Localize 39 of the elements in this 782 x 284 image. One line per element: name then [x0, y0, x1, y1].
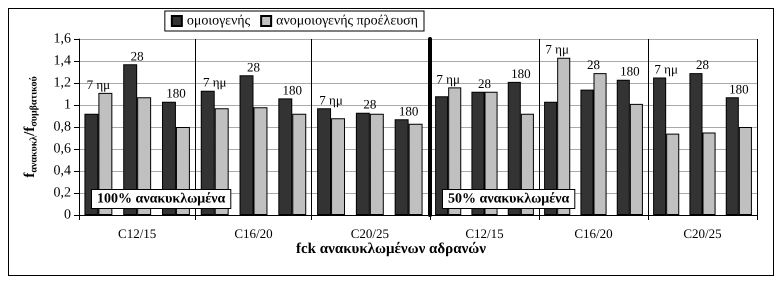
annotation: 180	[729, 81, 749, 96]
annotation: 180	[282, 82, 302, 98]
annotation: 180	[166, 86, 186, 101]
x-tick-label: C20/25	[350, 226, 389, 241]
legend-label: ανομοιογενής προέλευση	[276, 14, 418, 28]
y-tick-label: 0,4	[54, 164, 71, 178]
x-tick-label: C20/25	[683, 226, 722, 241]
x-tick-label: C16/20	[574, 226, 613, 241]
y-tick-label: 0,2	[54, 186, 71, 200]
y-tick-label: 1,4	[54, 54, 71, 68]
annotation: 28	[696, 57, 709, 72]
annotation: 7 ημ	[319, 92, 343, 108]
annotation: 7 ημ	[436, 71, 460, 86]
annotation: 7 ημ	[202, 74, 227, 90]
legend-label: ομοιογενής	[186, 14, 251, 28]
annotation: 50% ανακυκλωμένα	[448, 192, 570, 206]
annotation: 28	[587, 57, 600, 72]
y-tick-label: 1,2	[54, 76, 71, 90]
y-tick-label: 1	[64, 98, 71, 112]
annotation: 7 ημ	[545, 42, 569, 57]
annotation: 28	[130, 48, 144, 64]
x-tick-label: C16/20	[234, 226, 273, 241]
y-tick-label: 0,8	[54, 120, 71, 134]
annotation: 180	[511, 66, 531, 81]
annotation: 28	[247, 59, 260, 74]
annotation: 180	[398, 103, 418, 118]
annotation: 100% ανακυκλωμένα	[97, 192, 226, 206]
y-tick-label: 0	[64, 208, 71, 222]
annotation: 28	[363, 96, 376, 112]
y-tick-label: 1,6	[54, 32, 71, 46]
annotation: 7 ημ	[86, 76, 110, 92]
annotation: 28	[478, 76, 491, 91]
x-tick-label: C12/15	[465, 226, 504, 241]
x-tick-label: C12/15	[118, 226, 156, 241]
annotation: 180	[620, 64, 640, 79]
x-axis-title: fck ανακυκλωμένων αδρανών	[295, 241, 487, 258]
y-axis-title: fανακυκλ/fσυμβατικού	[22, 76, 40, 178]
annotation: 7 ημ	[654, 62, 678, 76]
y-tick-label: 0,6	[54, 142, 71, 156]
